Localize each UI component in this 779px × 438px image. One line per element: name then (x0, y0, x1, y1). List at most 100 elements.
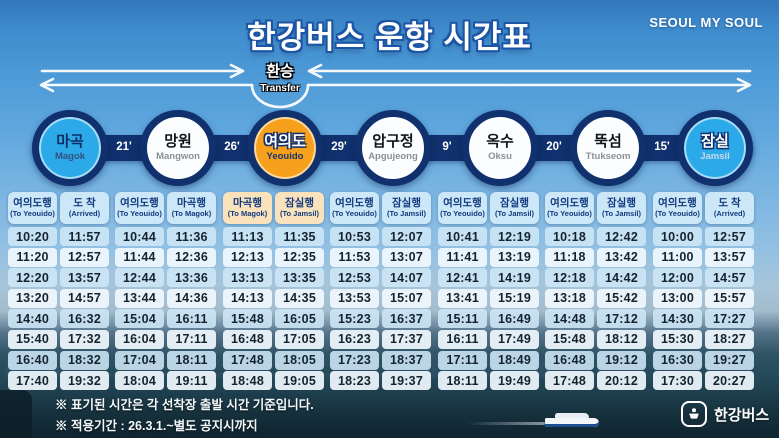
time-cell: 14:35 (275, 288, 324, 308)
footnotes: ※ 표기된 시간은 각 선착장 출발 시간 기준입니다. ※ 적용기간 : 26… (55, 395, 314, 436)
time-cell: 11:44 (115, 247, 164, 267)
time-cell: 13:53 (330, 288, 379, 308)
time-cell: 15:23 (330, 309, 379, 329)
time-cell: 13:36 (167, 268, 216, 288)
column-header: 여의도행 (To Yeouido) (330, 192, 379, 224)
time-cell: 15:48 (545, 329, 594, 349)
column-header: 잠실행 (To Jamsil) (382, 192, 431, 224)
timetable-group-apgujeong: 여의도행 (To Yeouido) 잠실행 (To Jamsil) 10:53 12:… (330, 192, 431, 392)
station-name-kr: 잠실 (701, 133, 729, 151)
route-map: 21' 26' 29' 9' 20' 15' 마곡 Magok 망원 Mangw… (0, 110, 779, 190)
travel-time-label: 20' (546, 141, 562, 153)
time-cell: 16:37 (382, 309, 431, 329)
station-name-en: Ttukseom (585, 151, 631, 163)
time-cell: 10:00 (653, 227, 702, 246)
time-cell: 15:48 (223, 309, 272, 329)
time-cell: 16:48 (223, 329, 272, 349)
timetable-group-oksu: 여의도행 (To Yeouido) 잠실행 (To Jamsil) 10:41 12:… (438, 192, 539, 392)
time-cell: 12:57 (705, 227, 754, 246)
time-cell: 17:49 (490, 329, 539, 349)
transfer-arrows-graphic (39, 63, 752, 109)
time-cell: 13:07 (382, 247, 431, 267)
time-cell: 18:49 (490, 350, 539, 370)
time-cell: 16:48 (545, 350, 594, 370)
time-cell: 14:42 (597, 268, 646, 288)
time-cell: 17:12 (597, 309, 646, 329)
column-header: 잠실행 (To Jamsil) (597, 192, 646, 224)
station-ttukseom: 뚝섬 Ttukseom (570, 110, 646, 186)
station-jamsil: 잠실 Jamsil (677, 110, 753, 186)
boat-wake (467, 422, 545, 425)
time-cell: 14:19 (490, 268, 539, 288)
time-cell: 11:41 (438, 247, 487, 267)
station-name-kr: 뚝섬 (594, 133, 622, 151)
time-cell: 12:00 (653, 268, 702, 288)
time-cell: 18:05 (275, 350, 324, 370)
time-cell: 12:07 (382, 227, 431, 246)
time-cell: 16:11 (438, 329, 487, 349)
time-cell: 14:48 (545, 309, 594, 329)
time-cell: 16:11 (167, 309, 216, 329)
time-cell: 15:04 (115, 309, 164, 329)
time-cell: 10:18 (545, 227, 594, 246)
ferry-boat (467, 412, 599, 427)
station-mangwon: 망원 Mangwon (140, 110, 216, 186)
time-cell: 11:35 (275, 227, 324, 246)
time-cell: 12:18 (545, 268, 594, 288)
time-cell: 16:32 (60, 309, 109, 329)
time-cell: 18:32 (60, 350, 109, 370)
station-oksu: 옥수 Oksu (462, 110, 538, 186)
time-cell: 17:40 (8, 371, 57, 391)
time-cell: 16:23 (330, 329, 379, 349)
hangang-bus-brand: 한강버스 (681, 401, 769, 427)
timetable-group-mangwon: 여의도행 (To Yeouido) 마곡행 (To Magok) 10:44 11:3… (115, 192, 216, 392)
time-cell: 14:30 (653, 309, 702, 329)
time-cell: 15:11 (438, 309, 487, 329)
time-cell: 18:12 (597, 329, 646, 349)
station-name-kr: 옥수 (486, 133, 514, 151)
travel-time-label: 15' (654, 141, 670, 153)
transfer-label-kr: 환승 (266, 63, 294, 80)
time-cell: 15:30 (653, 329, 702, 349)
brand-name-label: 한강버스 (714, 406, 770, 424)
time-cell: 12:19 (490, 227, 539, 246)
column-header: 여의도행 (To Yeouido) (545, 192, 594, 224)
time-cell: 19:32 (60, 371, 109, 391)
time-cell: 15:19 (490, 288, 539, 308)
station-name-kr: 망원 (164, 133, 192, 151)
riverbank (0, 390, 32, 438)
station-yeouido: 여의도 Yeouido (247, 110, 323, 186)
travel-time-label: 21' (116, 141, 132, 153)
seoul-my-soul-logo: SEOUL MY SOUL (649, 15, 763, 30)
time-cell: 19:27 (705, 350, 754, 370)
station-name-kr: 마곡 (56, 133, 84, 151)
time-cell: 17:37 (382, 329, 431, 349)
time-cell: 13:18 (545, 288, 594, 308)
time-cell: 12:35 (275, 247, 324, 267)
time-cell: 18:11 (438, 371, 487, 391)
column-header: 여의도행 (To Yeouido) (438, 192, 487, 224)
footnote-departure-basis: ※ 표기된 시간은 각 선착장 출발 시간 기준입니다. (55, 398, 314, 412)
time-cell: 10:53 (330, 227, 379, 246)
time-cell: 12:20 (8, 268, 57, 288)
page-title: 한강버스 운항 시간표 (247, 20, 532, 55)
station-name-kr: 압구정 (372, 133, 414, 151)
time-cell: 17:48 (545, 371, 594, 391)
column-header: 여의도행 (To Yeouido) (8, 192, 57, 224)
time-cell: 13:00 (653, 288, 702, 308)
timetable: 여의도행 (To Yeouido) 도 착 (Arrived) 10:20 11:57… (0, 192, 779, 392)
time-cell: 11:53 (330, 247, 379, 267)
column-header: 마곡행 (To Magok) (167, 192, 216, 224)
time-cell: 11:00 (653, 247, 702, 267)
station-name-en: Magok (54, 151, 86, 163)
time-cell: 14:13 (223, 288, 272, 308)
timetable-group-magok: 여의도행 (To Yeouido) 도 착 (Arrived) 10:20 11:57… (8, 192, 109, 392)
time-cell: 20:27 (705, 371, 754, 391)
time-cell: 17:30 (653, 371, 702, 391)
time-cell: 13:35 (275, 268, 324, 288)
station-name-en: Mangwon (156, 151, 200, 163)
time-cell: 13:44 (115, 288, 164, 308)
time-cell: 16:49 (490, 309, 539, 329)
time-cell: 12:42 (597, 227, 646, 246)
timetable-group-ttukseom: 여의도행 (To Yeouido) 잠실행 (To Jamsil) 10:18 12:… (545, 192, 646, 392)
